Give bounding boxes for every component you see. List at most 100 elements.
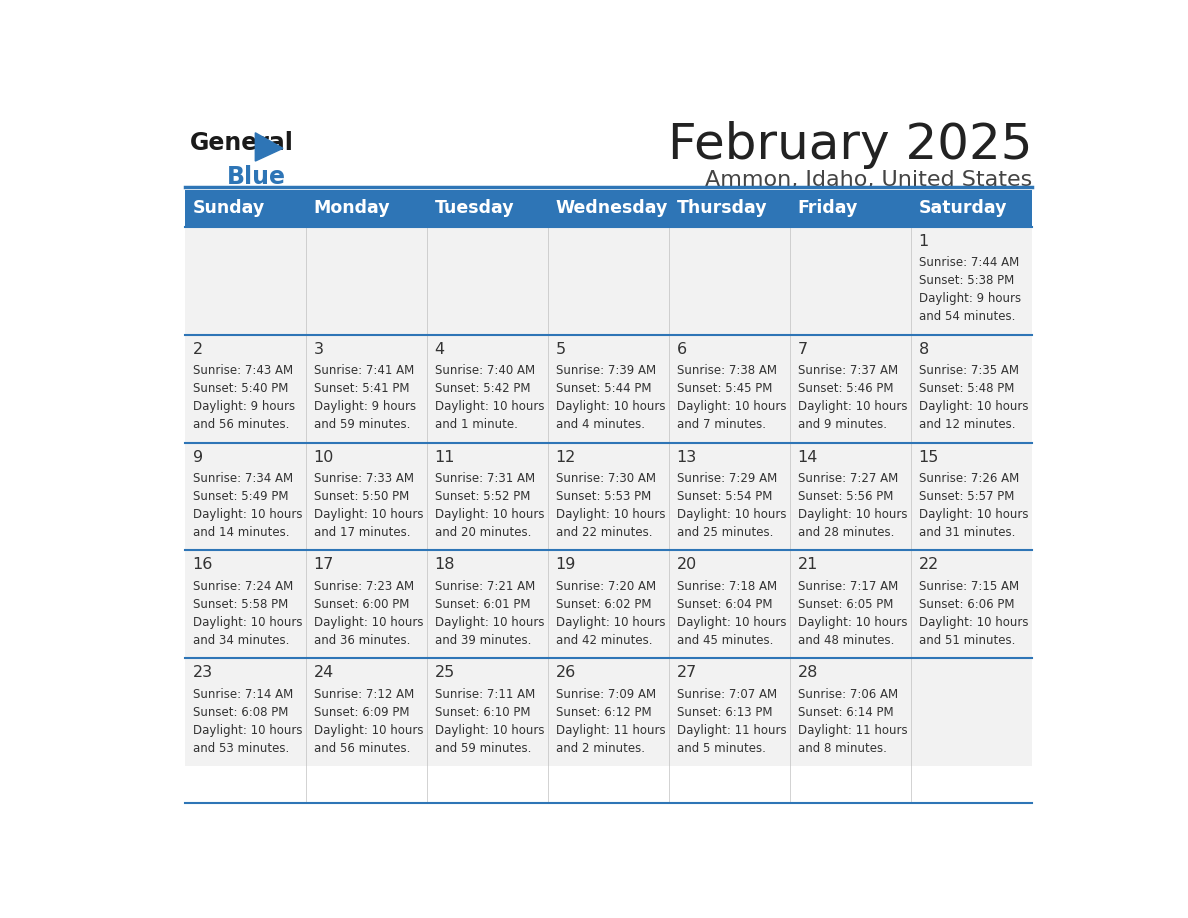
Bar bbox=[669, 227, 790, 335]
Text: Sunrise: 7:40 AM
Sunset: 5:42 PM
Daylight: 10 hours
and 1 minute.: Sunrise: 7:40 AM Sunset: 5:42 PM Dayligh… bbox=[435, 364, 544, 431]
Text: 8: 8 bbox=[918, 341, 929, 357]
Text: Sunrise: 7:06 AM
Sunset: 6:14 PM
Daylight: 11 hours
and 8 minutes.: Sunrise: 7:06 AM Sunset: 6:14 PM Dayligh… bbox=[797, 688, 908, 755]
Bar bbox=[428, 551, 549, 658]
Text: February 2025: February 2025 bbox=[668, 121, 1032, 169]
Text: Sunrise: 7:24 AM
Sunset: 5:58 PM
Daylight: 10 hours
and 34 minutes.: Sunrise: 7:24 AM Sunset: 5:58 PM Dayligh… bbox=[192, 580, 302, 647]
Text: Saturday: Saturday bbox=[918, 199, 1007, 218]
Bar bbox=[790, 442, 911, 551]
Text: 19: 19 bbox=[556, 557, 576, 573]
Bar bbox=[185, 227, 307, 335]
Bar bbox=[185, 658, 307, 767]
Text: Sunrise: 7:44 AM
Sunset: 5:38 PM
Daylight: 9 hours
and 54 minutes.: Sunrise: 7:44 AM Sunset: 5:38 PM Dayligh… bbox=[918, 256, 1020, 323]
Bar bbox=[185, 551, 307, 658]
Text: Blue: Blue bbox=[227, 165, 286, 189]
Bar bbox=[307, 658, 428, 767]
Text: 3: 3 bbox=[314, 341, 323, 357]
Text: 11: 11 bbox=[435, 450, 455, 465]
Text: 16: 16 bbox=[192, 557, 213, 573]
Bar bbox=[669, 658, 790, 767]
Text: Sunrise: 7:38 AM
Sunset: 5:45 PM
Daylight: 10 hours
and 7 minutes.: Sunrise: 7:38 AM Sunset: 5:45 PM Dayligh… bbox=[677, 364, 786, 431]
Text: Sunrise: 7:12 AM
Sunset: 6:09 PM
Daylight: 10 hours
and 56 minutes.: Sunrise: 7:12 AM Sunset: 6:09 PM Dayligh… bbox=[314, 688, 423, 755]
Text: Ammon, Idaho, United States: Ammon, Idaho, United States bbox=[706, 170, 1032, 190]
Bar bbox=[911, 442, 1032, 551]
Text: Sunrise: 7:17 AM
Sunset: 6:05 PM
Daylight: 10 hours
and 48 minutes.: Sunrise: 7:17 AM Sunset: 6:05 PM Dayligh… bbox=[797, 580, 908, 647]
Text: Sunrise: 7:37 AM
Sunset: 5:46 PM
Daylight: 10 hours
and 9 minutes.: Sunrise: 7:37 AM Sunset: 5:46 PM Dayligh… bbox=[797, 364, 908, 431]
Text: Sunrise: 7:20 AM
Sunset: 6:02 PM
Daylight: 10 hours
and 42 minutes.: Sunrise: 7:20 AM Sunset: 6:02 PM Dayligh… bbox=[556, 580, 665, 647]
Text: Sunrise: 7:39 AM
Sunset: 5:44 PM
Daylight: 10 hours
and 4 minutes.: Sunrise: 7:39 AM Sunset: 5:44 PM Dayligh… bbox=[556, 364, 665, 431]
Text: Sunday: Sunday bbox=[192, 199, 265, 218]
Text: 13: 13 bbox=[677, 450, 697, 465]
Bar bbox=[669, 551, 790, 658]
Bar bbox=[911, 227, 1032, 335]
Text: 15: 15 bbox=[918, 450, 939, 465]
Bar bbox=[428, 658, 549, 767]
Text: Thursday: Thursday bbox=[677, 199, 767, 218]
Text: Sunrise: 7:07 AM
Sunset: 6:13 PM
Daylight: 11 hours
and 5 minutes.: Sunrise: 7:07 AM Sunset: 6:13 PM Dayligh… bbox=[677, 688, 786, 755]
Text: General: General bbox=[190, 131, 293, 155]
Text: 17: 17 bbox=[314, 557, 334, 573]
Bar bbox=[185, 442, 307, 551]
Text: 12: 12 bbox=[556, 450, 576, 465]
Bar bbox=[428, 335, 549, 442]
Bar bbox=[669, 335, 790, 442]
Text: 6: 6 bbox=[677, 341, 687, 357]
Text: Sunrise: 7:14 AM
Sunset: 6:08 PM
Daylight: 10 hours
and 53 minutes.: Sunrise: 7:14 AM Sunset: 6:08 PM Dayligh… bbox=[192, 688, 302, 755]
Text: 21: 21 bbox=[797, 557, 819, 573]
Text: Sunrise: 7:18 AM
Sunset: 6:04 PM
Daylight: 10 hours
and 45 minutes.: Sunrise: 7:18 AM Sunset: 6:04 PM Dayligh… bbox=[677, 580, 786, 647]
Text: Sunrise: 7:23 AM
Sunset: 6:00 PM
Daylight: 10 hours
and 36 minutes.: Sunrise: 7:23 AM Sunset: 6:00 PM Dayligh… bbox=[314, 580, 423, 647]
Text: 5: 5 bbox=[556, 341, 565, 357]
Text: Sunrise: 7:41 AM
Sunset: 5:41 PM
Daylight: 9 hours
and 59 minutes.: Sunrise: 7:41 AM Sunset: 5:41 PM Dayligh… bbox=[314, 364, 416, 431]
Bar bbox=[428, 227, 549, 335]
Bar bbox=[911, 658, 1032, 767]
Text: Sunrise: 7:34 AM
Sunset: 5:49 PM
Daylight: 10 hours
and 14 minutes.: Sunrise: 7:34 AM Sunset: 5:49 PM Dayligh… bbox=[192, 472, 302, 539]
Bar bbox=[790, 335, 911, 442]
Bar bbox=[549, 442, 669, 551]
Text: Sunrise: 7:29 AM
Sunset: 5:54 PM
Daylight: 10 hours
and 25 minutes.: Sunrise: 7:29 AM Sunset: 5:54 PM Dayligh… bbox=[677, 472, 786, 539]
Text: Sunrise: 7:09 AM
Sunset: 6:12 PM
Daylight: 11 hours
and 2 minutes.: Sunrise: 7:09 AM Sunset: 6:12 PM Dayligh… bbox=[556, 688, 665, 755]
Text: 7: 7 bbox=[797, 341, 808, 357]
Text: Sunrise: 7:21 AM
Sunset: 6:01 PM
Daylight: 10 hours
and 39 minutes.: Sunrise: 7:21 AM Sunset: 6:01 PM Dayligh… bbox=[435, 580, 544, 647]
Text: 23: 23 bbox=[192, 666, 213, 680]
Bar bbox=[911, 551, 1032, 658]
Text: Sunrise: 7:15 AM
Sunset: 6:06 PM
Daylight: 10 hours
and 51 minutes.: Sunrise: 7:15 AM Sunset: 6:06 PM Dayligh… bbox=[918, 580, 1029, 647]
Text: 9: 9 bbox=[192, 450, 203, 465]
Bar bbox=[790, 658, 911, 767]
Bar bbox=[185, 190, 1032, 227]
Bar bbox=[307, 551, 428, 658]
Bar bbox=[307, 227, 428, 335]
Text: 27: 27 bbox=[677, 666, 697, 680]
Bar bbox=[428, 442, 549, 551]
Text: 22: 22 bbox=[918, 557, 939, 573]
Bar bbox=[669, 442, 790, 551]
Bar bbox=[549, 227, 669, 335]
Text: 18: 18 bbox=[435, 557, 455, 573]
Text: Sunrise: 7:26 AM
Sunset: 5:57 PM
Daylight: 10 hours
and 31 minutes.: Sunrise: 7:26 AM Sunset: 5:57 PM Dayligh… bbox=[918, 472, 1029, 539]
Bar bbox=[307, 442, 428, 551]
Bar bbox=[307, 335, 428, 442]
Text: 10: 10 bbox=[314, 450, 334, 465]
Text: 1: 1 bbox=[918, 234, 929, 249]
Text: 26: 26 bbox=[556, 666, 576, 680]
Bar bbox=[549, 551, 669, 658]
Text: Sunrise: 7:31 AM
Sunset: 5:52 PM
Daylight: 10 hours
and 20 minutes.: Sunrise: 7:31 AM Sunset: 5:52 PM Dayligh… bbox=[435, 472, 544, 539]
Text: 4: 4 bbox=[435, 341, 444, 357]
Text: Sunrise: 7:30 AM
Sunset: 5:53 PM
Daylight: 10 hours
and 22 minutes.: Sunrise: 7:30 AM Sunset: 5:53 PM Dayligh… bbox=[556, 472, 665, 539]
Bar bbox=[185, 335, 307, 442]
Text: Sunrise: 7:11 AM
Sunset: 6:10 PM
Daylight: 10 hours
and 59 minutes.: Sunrise: 7:11 AM Sunset: 6:10 PM Dayligh… bbox=[435, 688, 544, 755]
Text: Sunrise: 7:27 AM
Sunset: 5:56 PM
Daylight: 10 hours
and 28 minutes.: Sunrise: 7:27 AM Sunset: 5:56 PM Dayligh… bbox=[797, 472, 908, 539]
Bar bbox=[790, 551, 911, 658]
Text: Sunrise: 7:43 AM
Sunset: 5:40 PM
Daylight: 9 hours
and 56 minutes.: Sunrise: 7:43 AM Sunset: 5:40 PM Dayligh… bbox=[192, 364, 295, 431]
Bar bbox=[549, 335, 669, 442]
Text: Tuesday: Tuesday bbox=[435, 199, 514, 218]
Bar bbox=[549, 658, 669, 767]
Text: 20: 20 bbox=[677, 557, 697, 573]
Text: 25: 25 bbox=[435, 666, 455, 680]
Polygon shape bbox=[255, 133, 283, 161]
Text: 24: 24 bbox=[314, 666, 334, 680]
Bar bbox=[790, 227, 911, 335]
Text: Friday: Friday bbox=[797, 199, 858, 218]
Text: Monday: Monday bbox=[314, 199, 391, 218]
Text: Sunrise: 7:33 AM
Sunset: 5:50 PM
Daylight: 10 hours
and 17 minutes.: Sunrise: 7:33 AM Sunset: 5:50 PM Dayligh… bbox=[314, 472, 423, 539]
Text: Sunrise: 7:35 AM
Sunset: 5:48 PM
Daylight: 10 hours
and 12 minutes.: Sunrise: 7:35 AM Sunset: 5:48 PM Dayligh… bbox=[918, 364, 1029, 431]
Text: Wednesday: Wednesday bbox=[556, 199, 668, 218]
